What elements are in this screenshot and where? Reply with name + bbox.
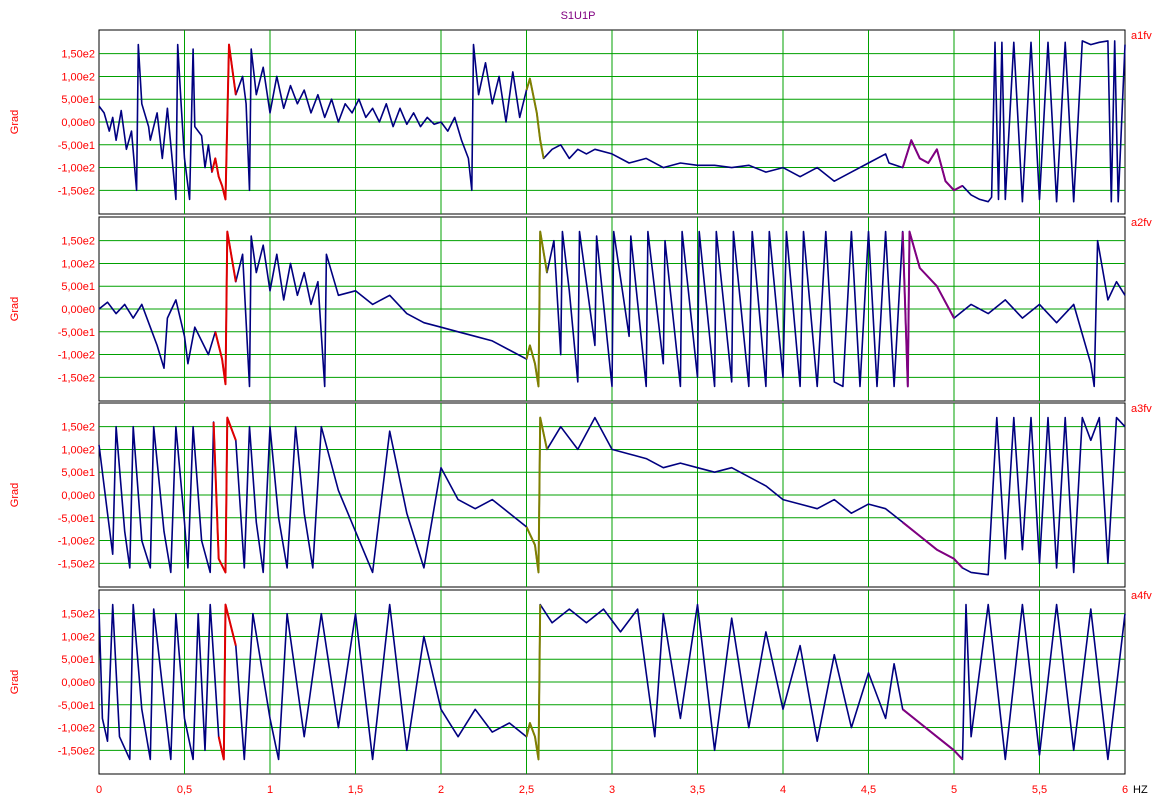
y-axis-label: Grad [9,483,21,507]
x-tick-label: 3 [609,784,615,796]
y-tick-label: -5,00e1 [58,327,95,339]
series-highlight-a1fv-2 [901,139,963,192]
y-tick-label: 5,00e1 [61,281,95,293]
x-tick-label: 0 [96,784,102,796]
series-highlight-a4fv-1 [525,604,542,761]
y-axis-label: Grad [9,110,21,134]
x-tick-label: 1,5 [348,784,363,796]
series-highlight-a3fv-0 [212,416,237,574]
y-tick-label: 5,00e1 [61,654,95,666]
series-highlight-a1fv-0 [210,43,237,201]
x-tick-label: 5,5 [1032,784,1047,796]
y-tick-label: 1,00e2 [61,444,95,456]
y-tick-label: 0,00e0 [61,490,95,502]
y-tick-label: 0,00e0 [61,677,95,689]
x-tick-label: 3,5 [690,784,705,796]
y-tick-label: -5,00e1 [58,700,95,712]
channel-label-a3fv: a3fv [1131,403,1152,415]
y-tick-label: 1,00e2 [61,258,95,270]
y-tick-label: 1,00e2 [61,71,95,83]
series-highlight-a3fv-1 [525,416,548,574]
y-tick-label: -1,00e2 [58,723,95,735]
y-tick-label: -1,00e2 [58,350,95,362]
channel-label-a4fv: a4fv [1131,590,1152,602]
series-highlight-a2fv-1 [525,230,548,388]
series-highlight-a2fv-2 [901,230,955,388]
channel-label-a1fv: a1fv [1131,30,1152,42]
y-tick-label: -1,00e2 [58,163,95,175]
y-tick-label: -1,50e2 [58,558,95,570]
y-axis-label: Grad [9,670,21,694]
y-tick-label: 0,00e0 [61,304,95,316]
y-tick-label: -1,50e2 [58,745,95,757]
x-tick-label: 2 [438,784,444,796]
x-tick-label: 1 [267,784,273,796]
y-tick-label: -5,00e1 [58,513,95,525]
y-tick-label: -1,50e2 [58,372,95,384]
y-axis-label: Grad [9,297,21,321]
series-highlight-a1fv-1 [525,77,545,159]
y-tick-label: -1,50e2 [58,185,95,197]
series-highlight-a4fv-2 [902,708,964,761]
x-tick-label: 2,5 [519,784,534,796]
x-tick-label: 0,5 [177,784,192,796]
x-tick-label: 6 [1122,784,1128,796]
y-tick-label: 0,00e0 [61,117,95,129]
y-tick-label: 1,50e2 [61,236,95,248]
y-tick-label: 5,00e1 [61,94,95,106]
y-tick-label: 1,50e2 [61,49,95,61]
series-highlight-a4fv-0 [217,603,237,761]
y-tick-label: 1,50e2 [61,422,95,434]
series-line-a1fv-0 [98,40,1126,203]
series-highlight-a3fv-2 [902,521,964,569]
channel-label-a2fv: a2fv [1131,217,1152,229]
x-tick-label: 4 [780,784,786,796]
x-tick-label: 4,5 [861,784,876,796]
series-highlight-a2fv-0 [214,230,237,386]
chart-title: S1U1P [561,10,596,22]
x-unit-label: HZ [1133,784,1148,796]
y-tick-label: 1,50e2 [61,609,95,621]
x-tick-label: 5 [951,784,957,796]
y-tick-label: -1,00e2 [58,536,95,548]
y-tick-label: 5,00e1 [61,467,95,479]
y-tick-label: -5,00e1 [58,140,95,152]
y-tick-label: 1,00e2 [61,631,95,643]
